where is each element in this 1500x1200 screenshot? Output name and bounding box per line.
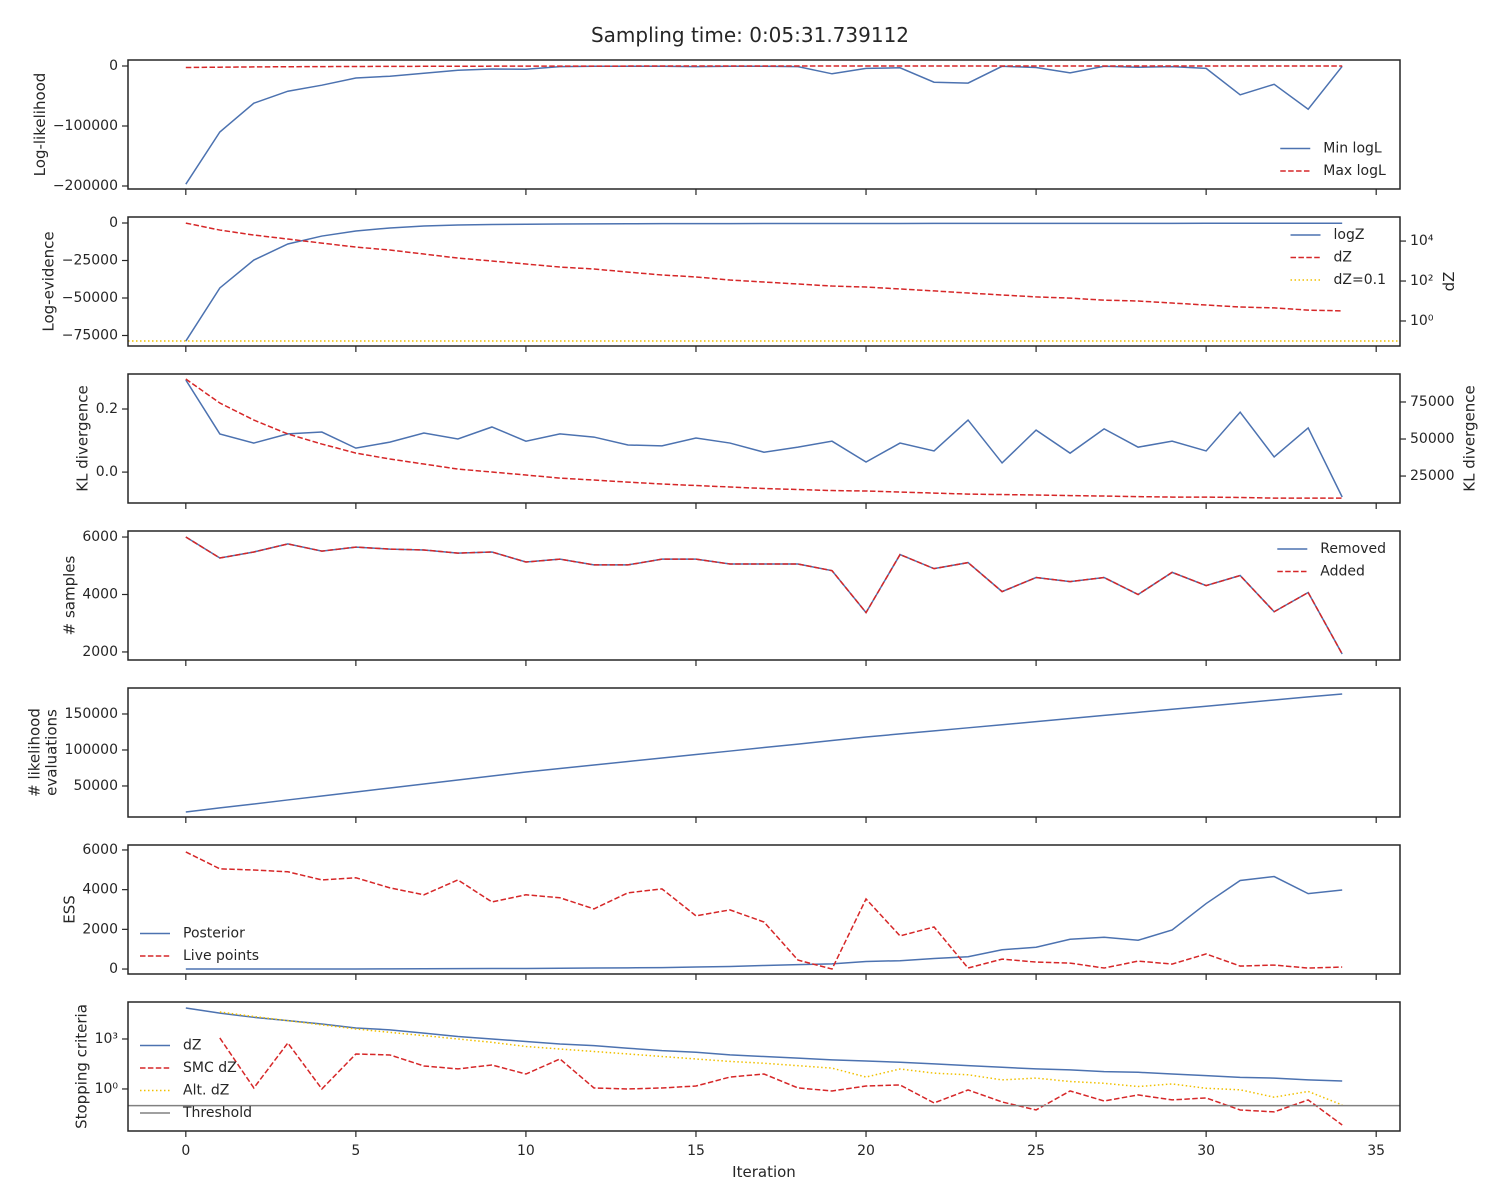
x-tick-label: 15 [687,1143,705,1159]
legend-label: Removed [1320,541,1386,557]
y-axis-label: Log-evidence [40,231,58,331]
axes-frame [127,59,1401,190]
legend-label: Min logL [1323,141,1382,157]
series-line [185,222,1343,312]
legend: logZ dZ dZ=0.1 [1290,227,1386,288]
legend: Posterior Live points [140,926,259,964]
axes-frame [127,216,1401,347]
axes-frame [127,530,1401,661]
legend-label: dZ [1334,250,1352,266]
y-axis-label: # likelihood [26,708,44,797]
series-line [185,65,1343,185]
y2-axis-label: dZ [1440,272,1458,292]
y-tick-label: −200000 [53,178,118,194]
series-line [185,378,1343,499]
y-tick-label: 2000 [82,644,118,660]
legend-label: Live points [183,948,259,964]
y-tick-label: 4000 [82,586,118,602]
y-tick-label: 2000 [82,921,118,937]
legend-label: SMC dZ [183,1060,237,1076]
axes-frame [127,373,1401,504]
y-axis-label: Log-likelihood [31,73,49,177]
panel: 2000 4000 6000# samples Removed Added [60,529,1401,666]
y2-tick-label: 10² [1410,273,1433,289]
x-tick-label: 5 [351,1143,360,1159]
series-line [185,536,1343,655]
y-tick-label: 4000 [82,882,118,898]
legend: Removed Added [1277,541,1386,580]
y-tick-label: 0 [109,58,118,74]
series-line [185,536,1343,655]
panel: 10⁰ 10³ 0 5 10 15 20 25 30 35 Iteration Stopping cr… [73,1001,1401,1181]
y-tick-label: −50000 [62,290,118,306]
axes-frame [127,844,1401,975]
y-tick-label: 50000 [73,778,118,794]
legend-label: dZ=0.1 [1334,272,1386,288]
y2-tick-label: 10⁰ [1410,313,1434,329]
series-line [185,693,1343,813]
panel: −200000 −100000 0 Log-likelihood Min logL Max… [31,58,1401,195]
legend-label: Max logL [1323,163,1386,179]
y2-tick-label: 50000 [1410,431,1455,447]
panel: 0 2000 4000 6000 ESS Posterior Live points [60,842,1401,980]
legend: dZ SMC dZ Alt. dZ Threshold [140,1038,252,1121]
series-line [219,1011,1343,1106]
series-line [185,875,1343,970]
y-tick-label: 10³ [95,1031,118,1047]
legend-label: Threshold [182,1105,252,1121]
x-tick-label: 0 [181,1143,190,1159]
x-tick-label: 10 [517,1143,535,1159]
y2-axis-label: KL divergence [1461,385,1479,491]
y-tick-label: 0 [109,961,118,977]
series-line [219,1037,1343,1126]
legend: Min logL Max logL [1280,141,1386,179]
y-axis-label: evaluations [43,709,61,796]
y-tick-label: 150000 [65,706,118,722]
y-axis-label: ESS [60,895,78,924]
x-axis-label: Iteration [732,1163,796,1181]
x-tick-label: 30 [1197,1143,1215,1159]
y-axis-label: Stopping criteria [73,1004,91,1129]
legend-label: logZ [1334,227,1365,243]
panel: 0.0 0.2 25000 50000 75000 KL divergence KL div… [74,373,1479,509]
series-line [185,222,1343,342]
y2-tick-label: 75000 [1410,394,1455,410]
y2-tick-label: 10⁴ [1410,233,1434,249]
y-tick-label: 0 [109,215,118,231]
y-tick-label: 6000 [82,842,118,858]
y2-tick-label: 25000 [1410,468,1455,484]
y-tick-label: 10⁰ [95,1081,119,1097]
series-line [185,379,1343,498]
panel: 50000 100000 150000 # likelihood evaluations [26,687,1401,823]
series-line [185,851,1343,970]
x-tick-label: 25 [1027,1143,1045,1159]
y-tick-label: −75000 [62,328,118,344]
y-tick-label: 6000 [82,529,118,545]
y-axis-label: # samples [60,555,78,635]
panel: −75000 −50000 −25000 0 10⁰ 10² 10⁴ Log-evidence… [40,215,1458,352]
series-line [185,1007,1343,1082]
legend-label: Posterior [183,926,245,942]
y-tick-label: 0.0 [96,464,118,480]
axes-frame [127,1001,1401,1132]
series-line [185,65,1343,69]
figure-title: Sampling time: 0:05:31.739112 [591,23,909,47]
x-tick-label: 20 [857,1143,875,1159]
legend-label: dZ [183,1038,201,1054]
legend-label: Added [1320,564,1365,580]
y-tick-label: 100000 [65,742,118,758]
axes-frame [127,687,1401,818]
y-axis-label: KL divergence [74,385,92,491]
y-tick-label: −25000 [62,253,118,269]
y-tick-label: −100000 [53,118,118,134]
x-tick-label: 35 [1367,1143,1385,1159]
legend-label: Alt. dZ [183,1083,229,1099]
y-tick-label: 0.2 [96,401,118,417]
